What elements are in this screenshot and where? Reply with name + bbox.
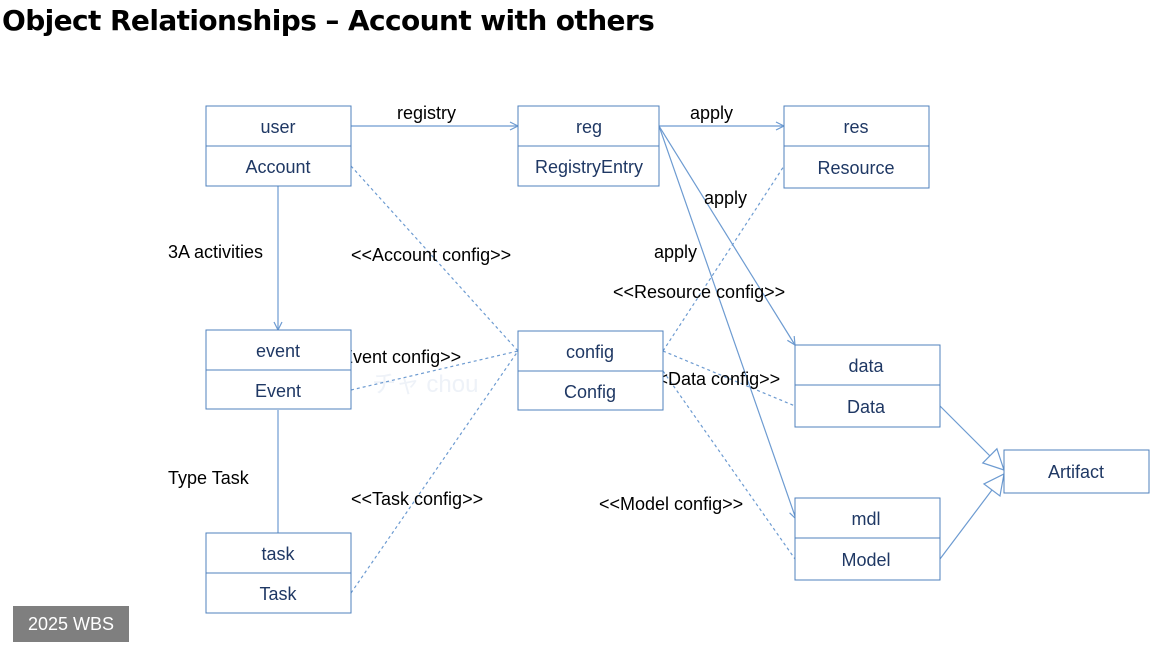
node-task-name: task xyxy=(261,544,295,564)
node-artifact-name: Artifact xyxy=(1048,462,1104,482)
edge-label-type-task: Type Task xyxy=(168,468,250,488)
page-title: Object Relationships – Account with othe… xyxy=(2,4,655,37)
node-artifact: Artifact xyxy=(1003,449,1150,494)
node-user: user Account xyxy=(205,105,352,187)
node-event: event Event xyxy=(205,329,352,410)
edge-data-artifact xyxy=(939,405,1005,471)
edge-event-config xyxy=(350,350,519,391)
edge-label-task-config: <<Task config>> xyxy=(351,489,483,509)
node-event-type: Event xyxy=(255,381,301,401)
node-data: data Data xyxy=(794,344,941,428)
edge-label-event-config: <<Event config>> xyxy=(320,347,461,367)
node-config-type: Config xyxy=(564,382,616,402)
edge-label-apply-res: apply xyxy=(690,103,733,123)
edge-label-account-config: <<Account config>> xyxy=(351,245,511,265)
edge-label-apply-data: apply xyxy=(704,188,747,208)
edge-label-registry: registry xyxy=(397,103,456,123)
edge-model-artifact xyxy=(939,472,1005,560)
node-reg: reg RegistryEntry xyxy=(517,105,660,187)
edge-label-data-config: <<Data config>> xyxy=(647,369,780,389)
node-res-name: res xyxy=(843,117,868,137)
node-task: task Task xyxy=(205,532,352,614)
node-data-name: data xyxy=(848,356,884,376)
node-mdl-name: mdl xyxy=(851,509,880,529)
node-mdl: mdl Model xyxy=(794,497,941,581)
edge-reg-mdl xyxy=(658,125,796,519)
node-res-type: Resource xyxy=(817,158,894,178)
node-user-name: user xyxy=(260,117,295,137)
node-reg-type: RegistryEntry xyxy=(535,157,643,177)
edge-label-model-config: <<Model config>> xyxy=(599,494,743,514)
node-res: res Resource xyxy=(783,105,930,189)
edge-model-config xyxy=(662,370,796,560)
node-mdl-type: Model xyxy=(841,550,890,570)
edge-reg-data xyxy=(658,125,795,345)
node-config-name: config xyxy=(566,342,614,362)
node-event-name: event xyxy=(256,341,300,361)
node-config: config Config xyxy=(517,330,664,411)
footer-badge: 2025 WBS xyxy=(13,606,129,642)
watermark: チャ chou xyxy=(372,371,479,398)
edge-label-apply-mdl: apply xyxy=(654,242,697,262)
node-user-type: Account xyxy=(245,157,310,177)
edge-resource-config xyxy=(662,165,785,352)
edge-task-config xyxy=(350,350,519,594)
node-reg-name: reg xyxy=(576,117,602,137)
node-data-type: Data xyxy=(847,397,886,417)
node-task-type: Task xyxy=(259,584,297,604)
edge-label-resource-config: <<Resource config>> xyxy=(613,282,785,302)
edge-label-3a-activities: 3A activities xyxy=(168,242,263,262)
